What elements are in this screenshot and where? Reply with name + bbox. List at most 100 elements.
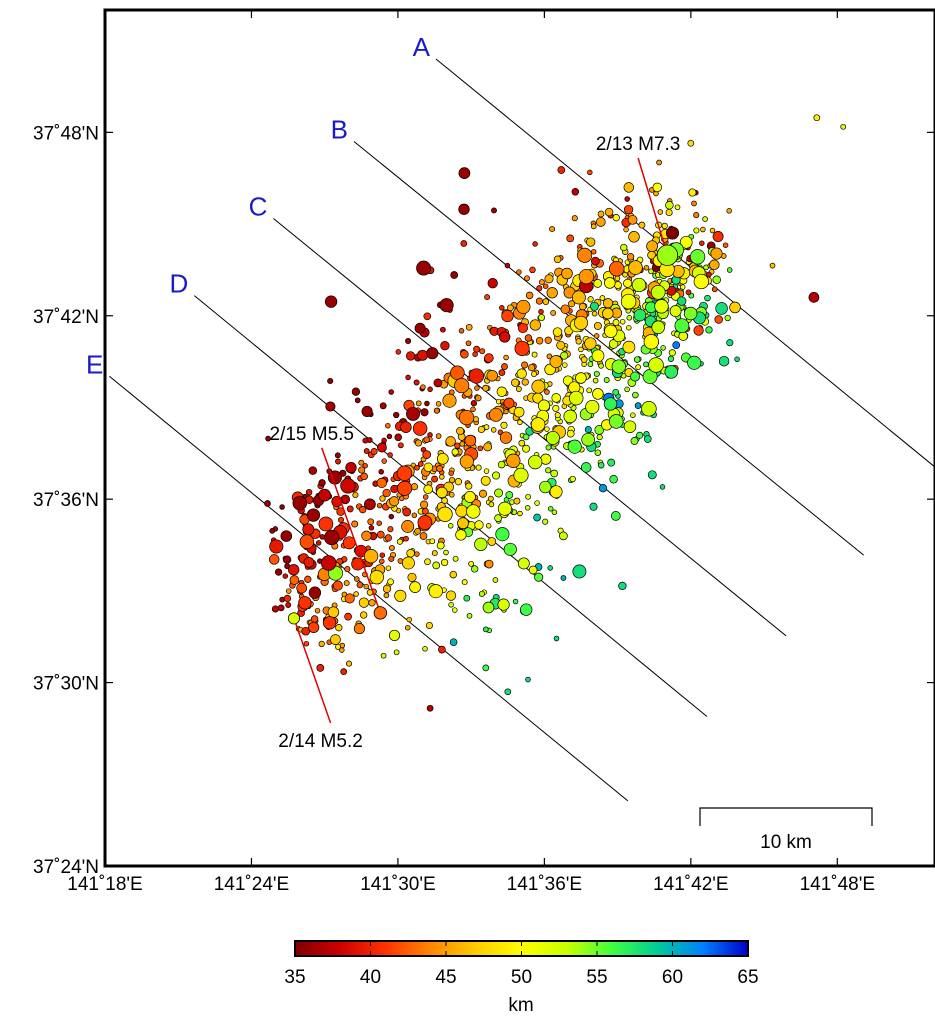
earthquake-event xyxy=(524,275,530,282)
earthquake-event xyxy=(538,279,545,286)
earthquake-event xyxy=(532,241,538,247)
earthquake-event xyxy=(345,461,357,474)
earthquake-event xyxy=(525,291,534,300)
cross-section-lines xyxy=(109,58,935,802)
earthquake-event xyxy=(560,304,571,314)
earthquake-event xyxy=(304,575,312,583)
earthquake-event xyxy=(465,340,472,347)
earthquake-event xyxy=(517,510,523,517)
earthquake-event xyxy=(383,592,390,599)
earthquake-event xyxy=(420,408,429,417)
earthquake-event xyxy=(487,495,494,502)
axis-ticks: 141˚18'E 141˚24'E 141˚30'E 141˚36'E 141˚42'E… xyxy=(33,10,935,895)
earthquake-event xyxy=(393,411,400,419)
earthquake-event xyxy=(525,676,531,683)
earthquake-event xyxy=(483,442,493,452)
earthquake-event xyxy=(460,350,469,359)
earthquake-event xyxy=(586,237,596,247)
earthquake-event xyxy=(458,409,475,426)
earthquake-event xyxy=(808,292,820,303)
earthquake-event xyxy=(525,493,531,500)
earthquake-event xyxy=(484,294,491,301)
earthquake-event xyxy=(597,461,605,469)
earthquake-event xyxy=(406,549,415,558)
earthquake-event xyxy=(683,306,698,321)
earthquake-event xyxy=(416,260,432,276)
earthquake-event xyxy=(652,182,663,193)
lat-tick-label: 37˚30'N xyxy=(33,674,99,695)
earthquake-event xyxy=(424,558,431,566)
annotation-leader-line xyxy=(293,618,332,724)
earthquake-event xyxy=(577,247,593,263)
earthquake-event xyxy=(702,216,708,222)
earthquake-event xyxy=(522,433,530,441)
earthquake-event xyxy=(303,556,315,568)
earthquake-event xyxy=(423,462,434,473)
profile-label-c: C xyxy=(249,192,268,222)
earthquake-event xyxy=(340,668,348,675)
earthquake-event xyxy=(492,471,501,480)
earthquake-event xyxy=(405,351,416,361)
earthquake-event xyxy=(359,506,367,514)
earthquake-event xyxy=(611,359,626,374)
earthquake-event xyxy=(538,308,544,315)
earthquake-event xyxy=(454,442,461,449)
lat-tick-label: 37˚24'N xyxy=(33,857,99,878)
earthquake-event xyxy=(485,523,492,529)
earthquake-event xyxy=(269,528,276,534)
earthquake-event xyxy=(503,542,517,556)
earthquake-event xyxy=(458,203,470,215)
earthquake-event xyxy=(665,226,680,240)
depth-colorbar: 35 40 45 50 55 60 65 km xyxy=(284,940,759,1016)
earthquake-event xyxy=(551,393,561,403)
earthquake-event xyxy=(685,289,692,296)
earthquake-event xyxy=(638,221,646,229)
lon-tick-label: 141˚36'E xyxy=(507,874,582,895)
earthquake-event xyxy=(388,513,395,520)
earthquake-event xyxy=(530,417,546,432)
earthquake-event xyxy=(496,386,507,397)
earthquake-event xyxy=(718,355,730,367)
earthquake-event xyxy=(340,478,356,494)
earthquake-event xyxy=(351,387,361,396)
earthquake-event xyxy=(387,452,393,458)
earthquake-event xyxy=(479,348,486,355)
earthquake-event xyxy=(549,485,563,499)
earthquake-event xyxy=(379,402,387,410)
earthquake-event xyxy=(443,549,449,556)
earthquake-event xyxy=(573,315,589,330)
earthquake-event xyxy=(463,594,471,602)
earthquake-event xyxy=(352,491,359,499)
earthquake-event xyxy=(623,420,637,433)
earthquake-event xyxy=(436,486,448,499)
earthquake-event xyxy=(447,523,454,529)
earthquake-event xyxy=(722,242,729,248)
profile-label-a: A xyxy=(413,32,431,62)
earthquake-event xyxy=(497,460,506,469)
earthquake-event xyxy=(358,597,370,608)
earthquake-event xyxy=(368,525,375,531)
earthquake-event xyxy=(550,469,559,478)
earthquake-event xyxy=(344,612,352,621)
earthquake-event xyxy=(643,265,650,271)
earthquake-event xyxy=(468,560,474,567)
earthquake-event xyxy=(500,421,508,429)
earthquake-event xyxy=(413,379,420,386)
earthquake-event xyxy=(608,414,624,429)
earthquake-event xyxy=(450,365,465,381)
earthquake-event xyxy=(504,688,512,696)
earthquake-event xyxy=(394,589,407,602)
earthquake-event xyxy=(452,555,459,562)
earthquake-event xyxy=(299,534,315,549)
earthquake-event xyxy=(282,573,289,579)
earthquake-event xyxy=(474,385,480,391)
earthquake-event xyxy=(537,399,551,412)
earthquake-event xyxy=(325,401,336,412)
earthquake-event xyxy=(264,500,271,507)
earthquake-event xyxy=(516,269,522,275)
earthquake-event xyxy=(422,450,432,459)
earthquake-event xyxy=(379,552,386,558)
earthquake-event xyxy=(628,260,643,275)
earthquake-event xyxy=(501,309,514,323)
earthquake-event xyxy=(410,483,419,491)
